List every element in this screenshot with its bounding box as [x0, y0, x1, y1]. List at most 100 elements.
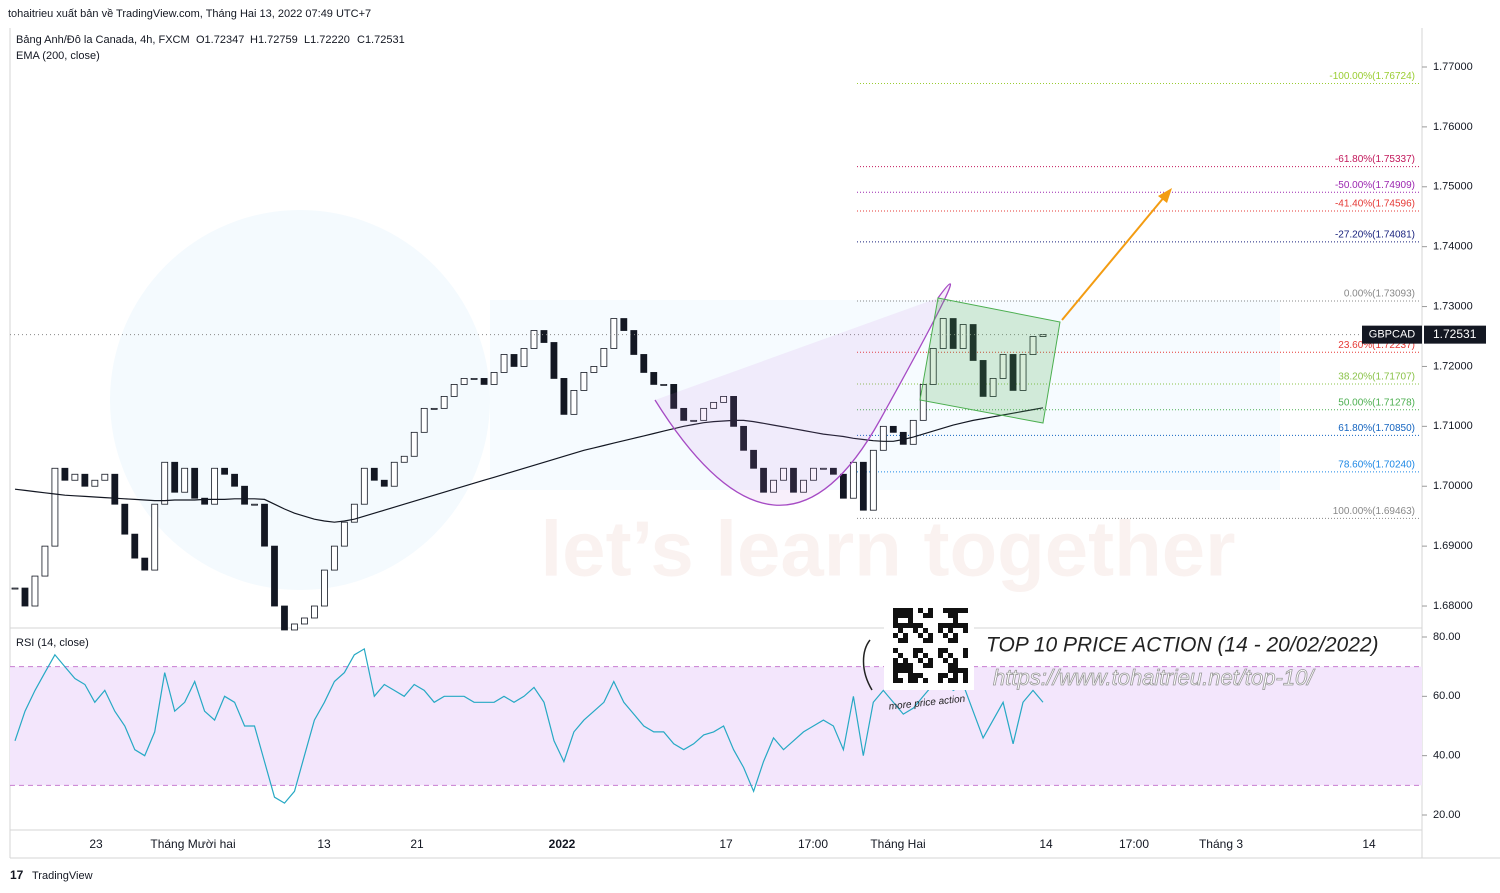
candle — [899, 431, 907, 445]
flag-channel — [919, 297, 1061, 424]
candle — [750, 449, 757, 469]
candle — [410, 431, 418, 457]
qr-cell — [913, 673, 918, 678]
candle — [989, 378, 997, 397]
qr-cell — [943, 648, 948, 653]
qr-cell — [903, 608, 908, 613]
fib-label: -50.00%(1.74909) — [1335, 180, 1415, 191]
candle — [261, 503, 268, 547]
candle — [191, 467, 199, 499]
qr-cell — [928, 638, 933, 643]
candle — [211, 467, 219, 505]
candle — [740, 425, 747, 451]
y-tick-label: 1.76000 — [1433, 121, 1473, 133]
candle — [540, 330, 548, 343]
qr-cell — [943, 608, 948, 613]
candle — [700, 407, 708, 421]
qr-cell — [893, 633, 898, 638]
candle — [550, 342, 558, 379]
candle — [141, 557, 149, 571]
qr-cell — [943, 658, 948, 663]
qr-cell — [908, 663, 913, 668]
fib-label: -27.20%(1.74081) — [1335, 229, 1415, 240]
candle — [61, 467, 69, 481]
x-tick-label: 17 — [719, 837, 733, 851]
candle — [430, 407, 438, 410]
x-tick-label: Tháng Mười hai — [150, 837, 235, 851]
y-tick-label: 1.73000 — [1433, 300, 1473, 312]
candle — [999, 354, 1007, 379]
qr-cell — [948, 613, 953, 618]
y-tick-label: 1.72000 — [1433, 360, 1473, 372]
candle — [949, 318, 957, 349]
symbol-legend: Bảng Anh/Đô la Canada, 4h, FXCM — [16, 34, 190, 46]
qr-cell — [918, 673, 923, 678]
qr-cell — [963, 623, 968, 628]
ohlc-high: H1.72759 — [250, 34, 298, 46]
candle — [770, 479, 777, 493]
candle — [710, 401, 718, 409]
qr-cell — [953, 663, 958, 668]
x-tick-label: 14 — [1362, 837, 1376, 851]
qr-cell — [918, 623, 923, 628]
qr-cell — [923, 678, 928, 683]
qr-cell — [898, 653, 903, 658]
candle — [151, 503, 159, 571]
qr-cell — [903, 663, 908, 668]
footer-brand: TradingView — [32, 870, 93, 882]
candle — [340, 521, 348, 547]
qr-cell — [923, 613, 928, 618]
fib-label: 100.00%(1.69463) — [1333, 506, 1415, 517]
fib-label: -100.00%(1.76724) — [1329, 71, 1415, 82]
qr-cell — [893, 623, 898, 628]
qr-cell — [898, 663, 903, 668]
candle — [311, 605, 318, 619]
qr-cell — [903, 613, 908, 618]
rsi-tick-label: 20.00 — [1433, 809, 1461, 821]
qr-cell — [908, 678, 913, 683]
qr-cell — [898, 608, 903, 613]
candle — [21, 587, 29, 607]
candle — [111, 473, 119, 505]
candle — [830, 467, 837, 475]
candle — [760, 467, 767, 493]
qr-cell — [963, 668, 968, 673]
qr-cell — [913, 678, 918, 683]
qr-cell — [948, 623, 953, 628]
candle — [959, 324, 967, 349]
qr-cell — [908, 623, 913, 628]
candle — [490, 372, 498, 385]
qr-cell — [908, 618, 913, 623]
candle — [889, 425, 897, 433]
y-tick-label: 1.68000 — [1433, 600, 1473, 612]
qr-cell — [943, 623, 948, 628]
qr-cell — [893, 613, 898, 618]
qr-cell — [953, 623, 958, 628]
qr-cell — [908, 608, 913, 613]
candle — [121, 503, 129, 535]
qr-cell — [893, 608, 898, 613]
ohlc-close: C1.72531 — [357, 34, 405, 46]
x-tick-label: 2022 — [549, 837, 576, 851]
qr-cell — [948, 653, 953, 658]
qr-cell — [938, 623, 943, 628]
candle — [450, 384, 458, 397]
qr-cell — [893, 618, 898, 623]
candle — [400, 455, 408, 463]
qr-cell — [953, 608, 958, 613]
candle — [330, 545, 338, 571]
qr-cell — [923, 638, 928, 643]
candle — [839, 473, 847, 499]
fib-label: 61.80%(1.70850) — [1338, 423, 1415, 434]
promo-url: https://www.tohaitrieu.net/top-10/ — [993, 665, 1315, 690]
qr-cell — [958, 623, 963, 628]
candle — [91, 479, 99, 487]
price-tag-text: 1.72531 — [1433, 327, 1477, 341]
candle — [790, 467, 797, 493]
fib-label: 0.00%(1.73093) — [1344, 289, 1415, 300]
fib-label: 38.20%(1.71707) — [1338, 372, 1415, 383]
candle — [480, 378, 488, 385]
candle — [869, 449, 877, 511]
fib-label: -61.80%(1.75337) — [1335, 154, 1415, 165]
